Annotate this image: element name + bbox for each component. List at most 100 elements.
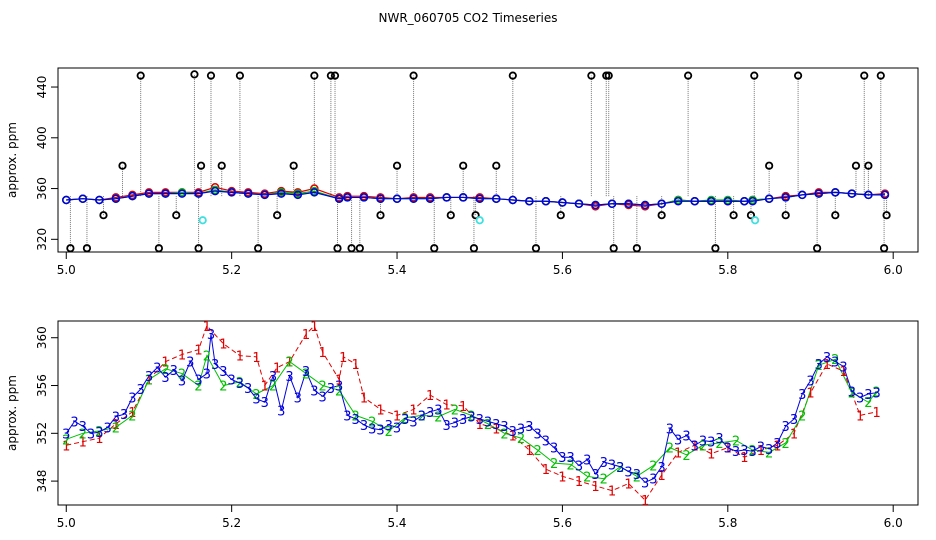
data-point-blue: 3 xyxy=(790,413,798,428)
data-point-green: 2 xyxy=(748,444,756,459)
data-point-blue: 3 xyxy=(194,374,202,389)
y-tick-label: 360 xyxy=(35,326,49,349)
data-point-blue: 3 xyxy=(839,360,847,375)
outlier-point xyxy=(469,244,479,252)
plot-frame xyxy=(57,320,919,506)
data-point-blue: 3 xyxy=(616,461,624,476)
data-point-blue: 3 xyxy=(476,413,484,428)
data-point-blue: 3 xyxy=(343,409,351,424)
data-point-blue xyxy=(62,195,71,205)
data-point-blue: 3 xyxy=(873,387,881,402)
data-point-red: 1 xyxy=(823,358,831,373)
data-point-green: 2 xyxy=(385,425,393,440)
data-point-green: 2 xyxy=(128,409,136,424)
data-point-red: 1 xyxy=(856,409,864,424)
data-point-blue xyxy=(748,196,757,206)
outlier-point xyxy=(556,211,565,220)
data-point-green: 2 xyxy=(815,359,823,374)
data-point-blue xyxy=(475,194,484,203)
outlier-point xyxy=(632,244,641,252)
outlier-point xyxy=(711,244,720,252)
data-point-green: 2 xyxy=(533,444,541,459)
data-point-green: 2 xyxy=(161,363,169,378)
data-point-blue: 3 xyxy=(79,420,87,435)
data-point-red: 1 xyxy=(674,446,682,461)
outlier-point xyxy=(531,244,541,252)
data-point-blue xyxy=(624,199,633,209)
data-point-green: 2 xyxy=(633,470,641,485)
data-point-red: 1 xyxy=(624,477,632,492)
data-point-blue: 3 xyxy=(459,413,467,428)
data-point-green: 2 xyxy=(401,412,409,427)
outlier-point xyxy=(746,211,756,220)
data-point-blue: 3 xyxy=(765,443,773,458)
outlier-point xyxy=(326,71,335,80)
data-point-blue xyxy=(764,194,774,203)
data-point-blue: 3 xyxy=(591,468,599,483)
data-point-red: 1 xyxy=(339,351,347,366)
data-point-blue xyxy=(525,196,534,206)
data-point-blue xyxy=(161,189,170,198)
outlier-point xyxy=(750,71,759,80)
flagged-point xyxy=(198,216,207,225)
data-point-green: 2 xyxy=(848,387,856,402)
data-point-blue xyxy=(657,199,666,209)
data-point-green: 2 xyxy=(873,385,881,400)
data-point-red: 1 xyxy=(476,418,484,433)
outlier-point xyxy=(446,211,455,220)
outlier-point xyxy=(118,161,127,170)
x-tick-label: 6.0 xyxy=(884,516,903,530)
data-point-blue xyxy=(293,190,303,200)
data-point-blue: 3 xyxy=(244,382,252,397)
data-point-blue xyxy=(392,194,402,203)
outlier-point xyxy=(684,71,693,80)
y-axis-label: approx. ppm xyxy=(5,375,19,451)
data-point-blue xyxy=(781,193,790,202)
outlier-point xyxy=(194,244,203,252)
data-point-blue xyxy=(541,196,551,206)
data-point-blue xyxy=(492,194,501,203)
data-point-blue: 3 xyxy=(633,468,641,483)
data-point-blue: 3 xyxy=(815,358,823,373)
data-point-blue: 3 xyxy=(112,411,120,426)
y-tick-label: 348 xyxy=(35,470,49,493)
data-point-green: 2 xyxy=(517,432,525,447)
data-point-red: 1 xyxy=(310,320,318,335)
data-point-green: 2 xyxy=(203,350,211,365)
outlier-point xyxy=(851,161,861,170)
data-point-red: 1 xyxy=(236,350,244,365)
data-point-blue: 3 xyxy=(798,388,806,403)
data-point-blue: 3 xyxy=(310,384,318,399)
outlier-point xyxy=(392,161,402,170)
data-point-blue: 3 xyxy=(426,406,434,421)
chart-panel-top: 5.0 5.2 5.4 5.6 5.8 6.0 320 360 400 440 approx. pp… xyxy=(5,67,919,277)
outlier-point xyxy=(355,244,364,252)
outlier-point xyxy=(254,244,263,252)
data-point-blue: 3 xyxy=(219,365,227,380)
data-point-blue: 3 xyxy=(418,409,426,424)
data-point-red: 1 xyxy=(393,409,401,424)
data-point-red: 1 xyxy=(724,442,732,457)
x-tick-label: 5.6 xyxy=(553,516,572,530)
data-point-green: 2 xyxy=(95,425,103,440)
data-point-blue: 3 xyxy=(327,382,335,397)
data-point-green: 2 xyxy=(79,427,87,442)
data-point-blue: 3 xyxy=(550,442,558,457)
x-tick-label: 5.6 xyxy=(553,263,572,277)
data-point-blue: 3 xyxy=(724,442,732,457)
data-point-blue xyxy=(442,193,451,202)
data-point-blue: 3 xyxy=(517,423,525,438)
data-point-red: 1 xyxy=(79,436,87,451)
data-point-green: 2 xyxy=(451,403,459,418)
outlier-point xyxy=(347,244,356,252)
data-point-blue: 3 xyxy=(856,391,864,406)
data-point-blue xyxy=(194,189,203,198)
data-point-red: 1 xyxy=(302,328,310,343)
x-tick-label: 5.2 xyxy=(222,263,241,277)
data-point-red: 1 xyxy=(252,351,260,366)
data-point-blue: 3 xyxy=(558,451,566,466)
data-point-green: 2 xyxy=(434,411,442,426)
data-point-blue xyxy=(740,196,749,206)
data-point-blue xyxy=(260,190,269,200)
data-point-green: 2 xyxy=(765,446,773,461)
